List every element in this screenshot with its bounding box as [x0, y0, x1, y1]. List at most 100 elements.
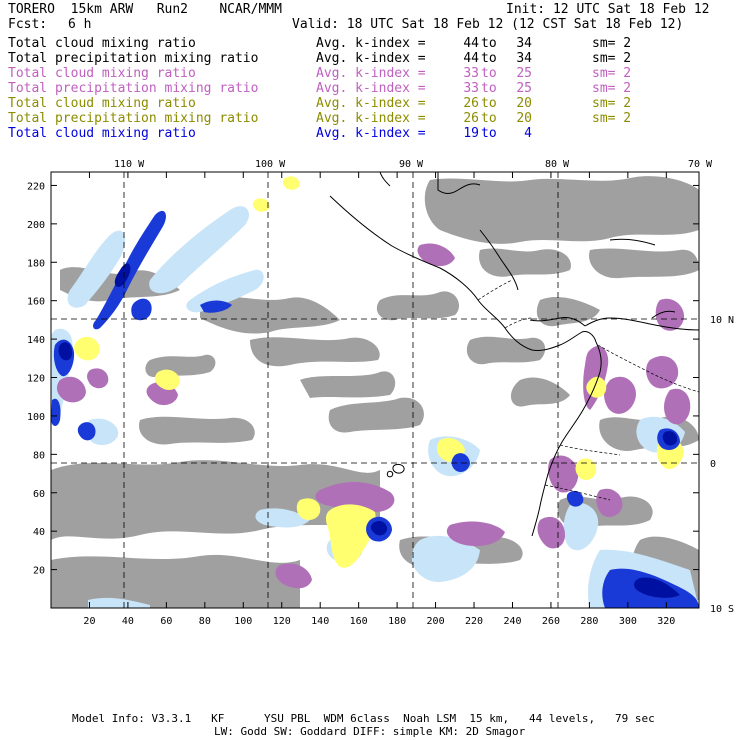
legend-smoothing: sm= 2: [592, 81, 632, 96]
longitude-label: 100 W: [255, 159, 286, 170]
map-frame: [50, 171, 700, 609]
legend-row: Total cloud mixing ratio Avg. k-index = …: [8, 126, 708, 141]
x-tick-label: 20: [83, 616, 95, 627]
model-title: TORERO 15km ARW Run2 NCAR/MMM: [8, 2, 282, 17]
legend-to-word: to: [481, 36, 497, 51]
y-tick-label: 140: [27, 335, 45, 346]
legend-row: Total precipitation mixing ratio Avg. k-…: [8, 111, 708, 126]
legend-to: 20: [516, 96, 532, 111]
init-time: Init: 12 UTC Sat 18 Feb 12: [506, 2, 710, 17]
y-tick-label: 100: [27, 412, 45, 423]
longitude-label: 80 W: [545, 159, 570, 170]
legend-to: 20: [516, 111, 532, 126]
legend-avg-label: Avg. k-index =: [316, 36, 426, 51]
forecast-label: Fcst:: [8, 17, 48, 32]
x-tick-label: 140: [311, 616, 329, 627]
legend-variable: Total precipitation mixing ratio: [8, 51, 259, 66]
legend-smoothing: sm= 2: [592, 96, 632, 111]
x-tick-label: 80: [199, 616, 211, 627]
x-tick-label: 100: [234, 616, 252, 627]
x-tick-label: 260: [542, 616, 560, 627]
y-tick-label: 160: [27, 297, 45, 308]
y-tick-label: 220: [27, 181, 45, 192]
legend-row: Total cloud mixing ratio Avg. k-index = …: [8, 66, 708, 81]
legend-variable: Total cloud mixing ratio: [8, 96, 196, 111]
latitude-label: 0: [710, 459, 716, 470]
light-blue-field: [51, 206, 699, 608]
legend-variable: Total cloud mixing ratio: [8, 66, 196, 81]
forecast-hour: 6 h: [68, 17, 92, 32]
lat-lon-grid: [51, 172, 699, 608]
x-axis-ticks: 20 40 60 80 100 120 140 160 180 200 220 240 260 280 30…: [83, 172, 675, 627]
legend-smoothing: sm= 2: [592, 111, 632, 126]
y-tick-label: 80: [33, 450, 45, 461]
legend-variable: Total precipitation mixing ratio: [8, 81, 259, 96]
x-tick-label: 200: [427, 616, 445, 627]
legend-row: Total precipitation mixing ratio Avg. k-…: [8, 81, 708, 96]
y-tick-label: 180: [27, 258, 45, 269]
legend-from: 33: [463, 81, 479, 96]
x-tick-label: 320: [657, 616, 675, 627]
valid-time: Valid: 18 UTC Sat 18 Feb 12 (12 CST Sat …: [292, 17, 684, 32]
x-tick-label: 220: [465, 616, 483, 627]
legend-to-word: to: [481, 126, 497, 141]
legend-to-word: to: [481, 81, 497, 96]
legend-to: 34: [516, 36, 532, 51]
legend-to: 25: [516, 81, 532, 96]
y-tick-label: 40: [33, 527, 45, 538]
legend-variable: Total precipitation mixing ratio: [8, 111, 259, 126]
legend-row: Total precipitation mixing ratio Avg. k-…: [8, 51, 708, 66]
legend-avg-label: Avg. k-index =: [316, 111, 426, 126]
y-axis-ticks: 20 40 60 80 100 120 140 160 180 200 220: [27, 181, 699, 577]
model-info: Model Info: V3.3.1 KF YSU PBL WDM 6class…: [72, 712, 655, 725]
legend-from: 26: [463, 96, 479, 111]
legend-smoothing: sm= 2: [592, 36, 632, 51]
y-tick-label: 120: [27, 374, 45, 385]
legend-smoothing: sm= 2: [592, 66, 632, 81]
x-tick-label: 240: [503, 616, 521, 627]
y-tick-label: 20: [33, 566, 45, 577]
longitude-label: 70 W: [688, 159, 713, 170]
legend-to-word: to: [481, 51, 497, 66]
legend-avg-label: Avg. k-index =: [316, 51, 426, 66]
legend-to: 34: [516, 51, 532, 66]
dark-blue-core: [58, 263, 680, 598]
legend-avg-label: Avg. k-index =: [316, 126, 426, 141]
x-tick-label: 300: [619, 616, 637, 627]
legend-from: 19: [463, 126, 479, 141]
x-tick-label: 160: [350, 616, 368, 627]
y-tick-label: 60: [33, 489, 45, 500]
legend-to-word: to: [481, 66, 497, 81]
legend-avg-label: Avg. k-index =: [316, 66, 426, 81]
legend-variable: Total cloud mixing ratio: [8, 36, 196, 51]
legend-to-word: to: [481, 96, 497, 111]
legend-from: 26: [463, 111, 479, 126]
longitude-label: 110 W: [114, 159, 145, 170]
x-tick-label: 60: [160, 616, 172, 627]
model-physics: LW: Godd SW: Goddard DIFF: simple KM: 2D…: [214, 725, 526, 738]
legend-avg-label: Avg. k-index =: [316, 96, 426, 111]
legend-from: 33: [463, 66, 479, 81]
legend-row: Total cloud mixing ratio Avg. k-index = …: [8, 96, 708, 111]
legend-to: 25: [516, 66, 532, 81]
latitude-label: 10 N: [710, 315, 734, 326]
x-tick-label: 280: [580, 616, 598, 627]
longitude-label: 90 W: [399, 159, 424, 170]
x-tick-label: 120: [273, 616, 291, 627]
coastline: [329, 172, 699, 537]
legend-to-word: to: [481, 111, 497, 126]
legend-variable: Total cloud mixing ratio: [8, 126, 196, 141]
y-tick-label: 200: [27, 220, 45, 231]
map-fields: [51, 172, 699, 608]
legend-avg-label: Avg. k-index =: [316, 81, 426, 96]
legend-to: 4: [524, 126, 532, 141]
latitude-label: 10 S: [710, 604, 734, 615]
x-tick-label: 180: [388, 616, 406, 627]
x-tick-label: 40: [122, 616, 134, 627]
legend-smoothing: sm= 2: [592, 51, 632, 66]
legend-from: 44: [463, 36, 479, 51]
legend-row: Total cloud mixing ratio Avg. k-index = …: [8, 36, 708, 51]
country-borders: [477, 279, 699, 501]
legend-from: 44: [463, 51, 479, 66]
